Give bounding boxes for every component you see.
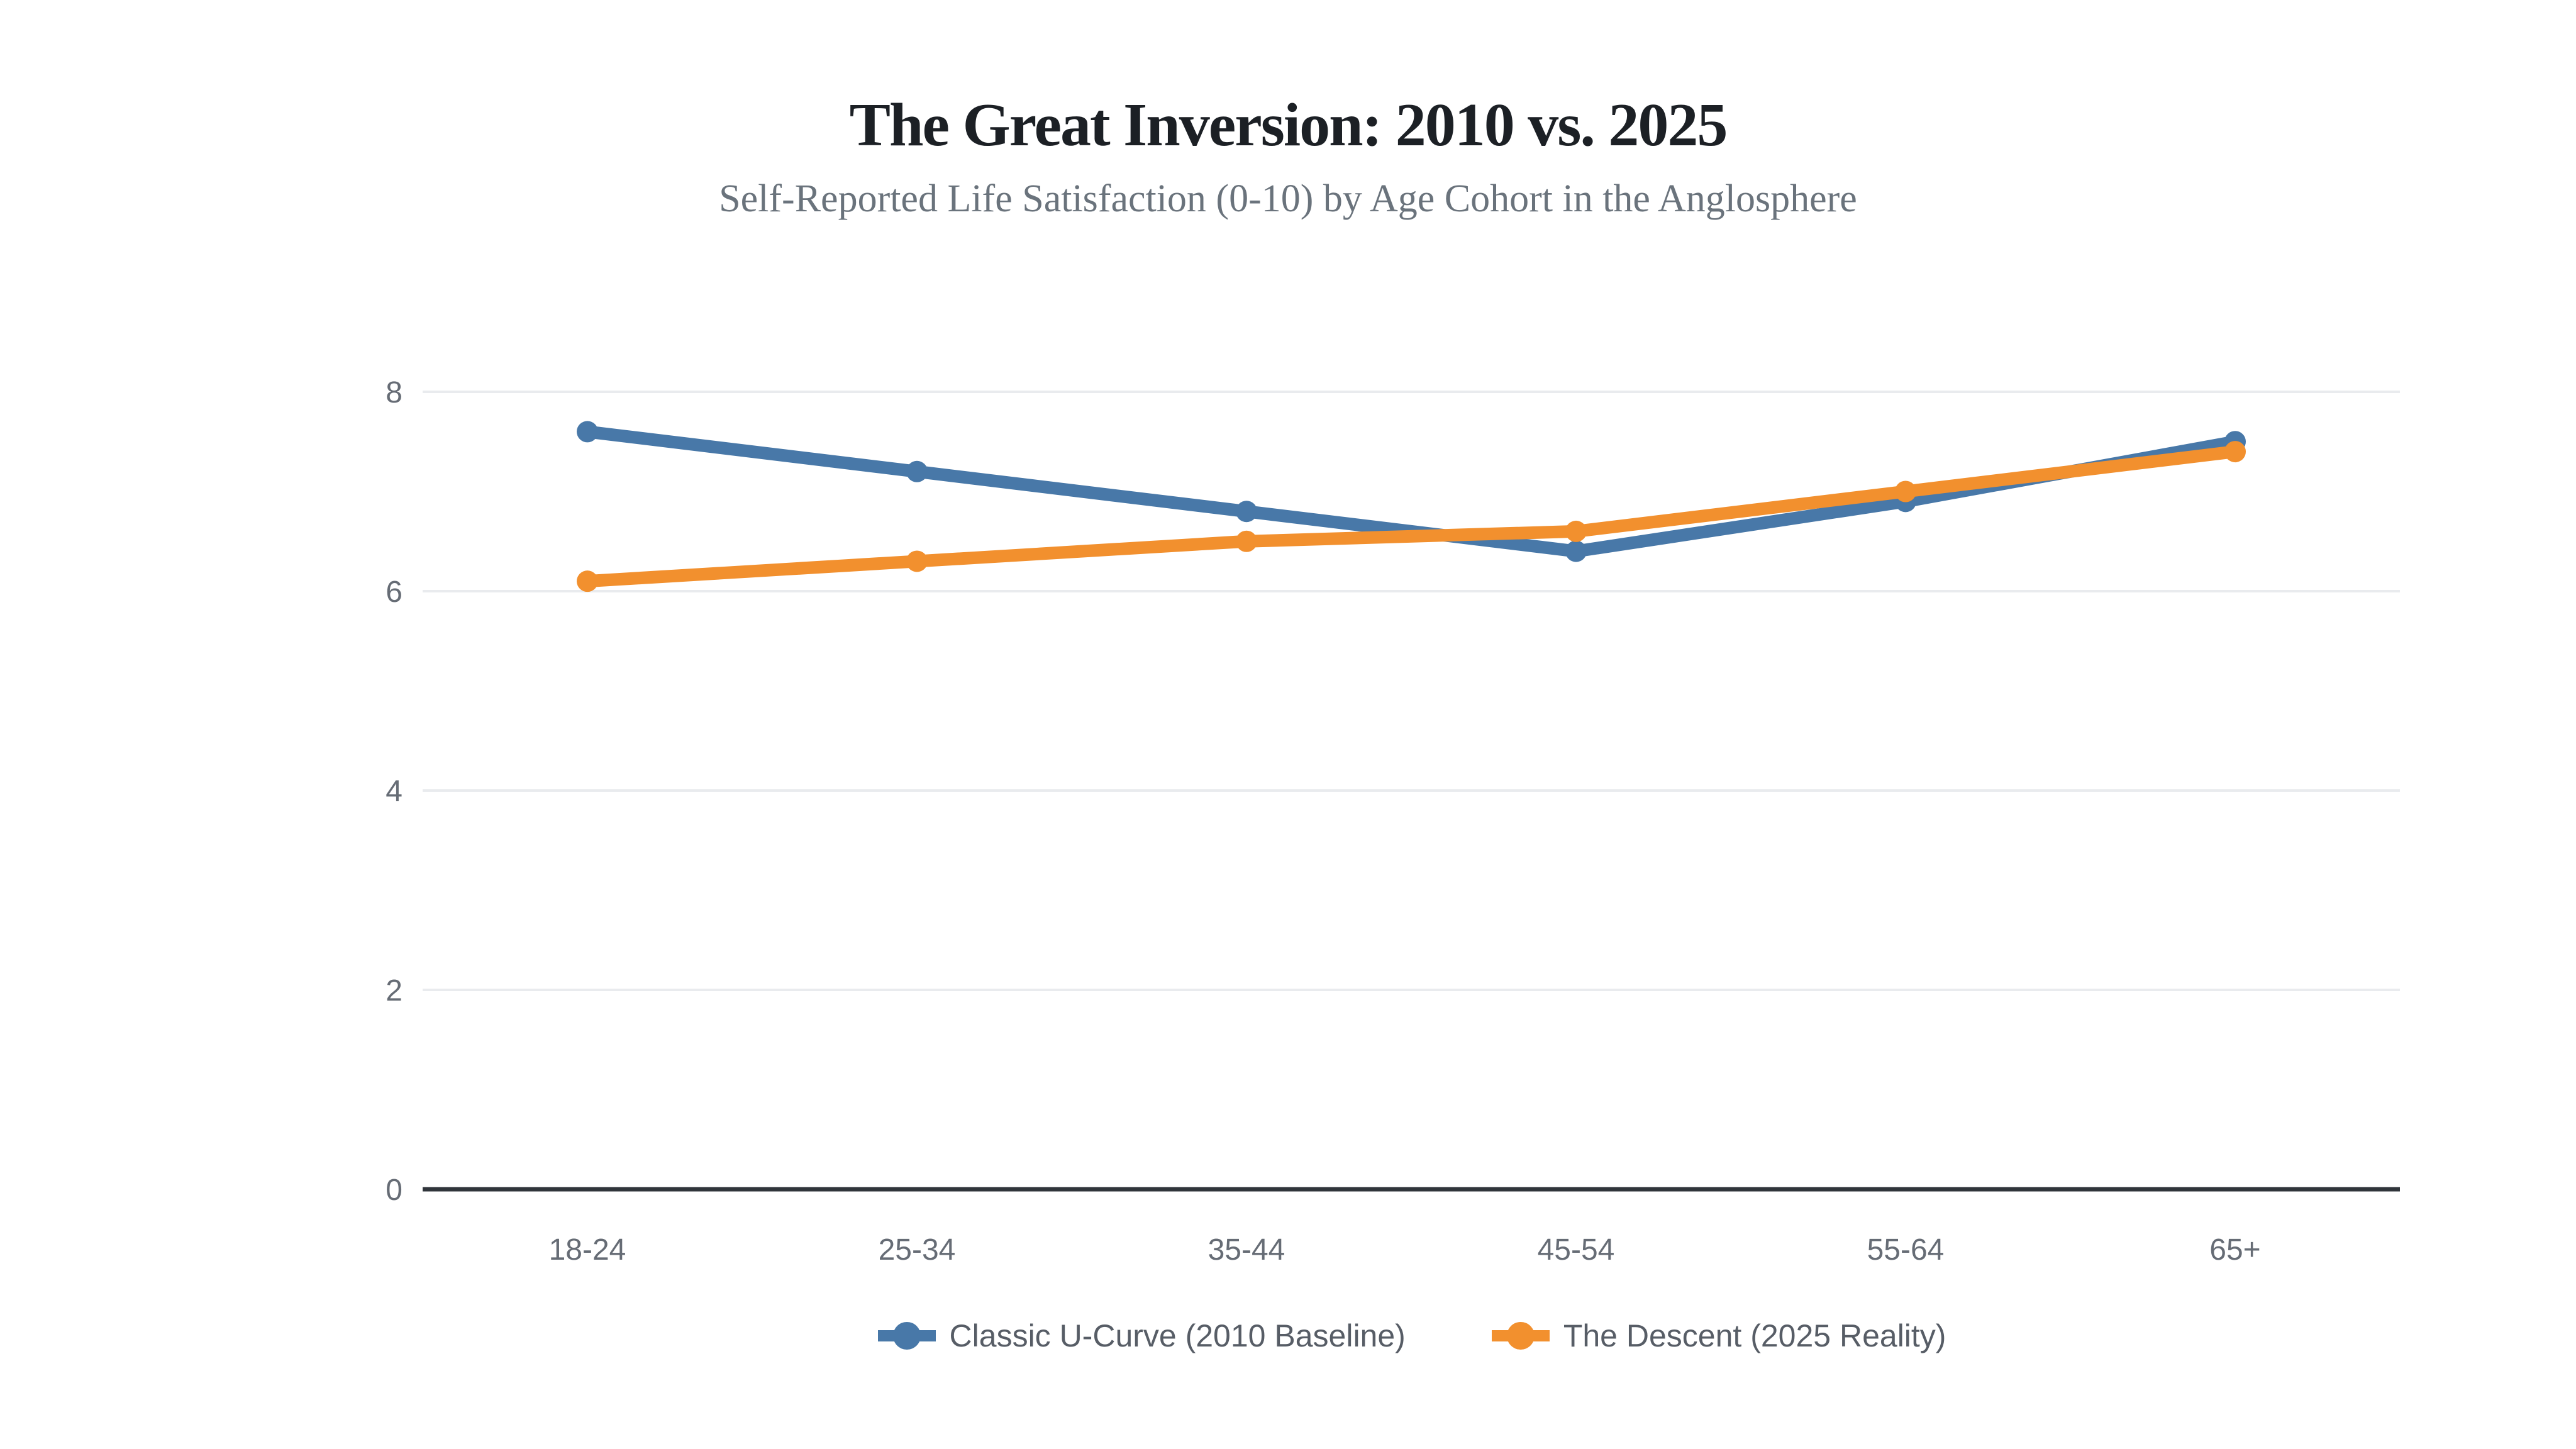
data-point-1-3: [1565, 520, 1587, 542]
data-point-1-2: [1236, 530, 1257, 552]
legend-marker-icon: [877, 1322, 936, 1350]
y-axis-tick-label: 8: [386, 376, 402, 409]
data-point-0-3: [1565, 540, 1587, 562]
data-point-0-1: [906, 460, 928, 482]
y-axis-tick-label: 4: [386, 775, 402, 808]
legend-label: Classic U-Curve (2010 Baseline): [949, 1318, 1406, 1353]
data-point-1-4: [1895, 480, 1916, 502]
chart-legend: Classic U-Curve (2010 Baseline) The Desce…: [423, 1318, 2400, 1353]
chart-subtitle: Self-Reported Life Satisfaction (0-10) b…: [719, 177, 1857, 220]
y-axis-tick-label: 0: [386, 1174, 402, 1207]
data-point-1-1: [906, 550, 928, 572]
x-axis-tick-label: 25-34: [879, 1233, 956, 1267]
x-axis-tick-label: 18-24: [549, 1233, 626, 1267]
data-point-1-5: [2224, 441, 2246, 463]
legend-item-0[interactable]: Classic U-Curve (2010 Baseline): [877, 1318, 1406, 1353]
x-axis-tick-label: 55-64: [1867, 1233, 1945, 1267]
data-point-0-0: [577, 421, 598, 443]
x-axis-tick-label: 45-54: [1538, 1233, 1615, 1267]
chart-title: The Great Inversion: 2010 vs. 2025: [849, 91, 1728, 159]
data-point-0-2: [1236, 501, 1257, 523]
x-axis-tick-label: 65+: [2209, 1233, 2260, 1267]
data-point-1-0: [577, 570, 598, 592]
series-line-1: [581, 445, 2241, 588]
legend-label: The Descent (2025 Reality): [1563, 1318, 1946, 1353]
legend-marker-icon: [1491, 1322, 1550, 1350]
legend-item-1[interactable]: The Descent (2025 Reality): [1491, 1318, 1946, 1353]
legend-marker-dot: [1506, 1322, 1535, 1350]
y-axis-tick-label: 6: [386, 575, 402, 609]
y-axis-tick-label: 2: [386, 974, 402, 1008]
x-axis-tick-label: 35-44: [1208, 1233, 1285, 1267]
legend-marker-dot: [892, 1322, 921, 1350]
